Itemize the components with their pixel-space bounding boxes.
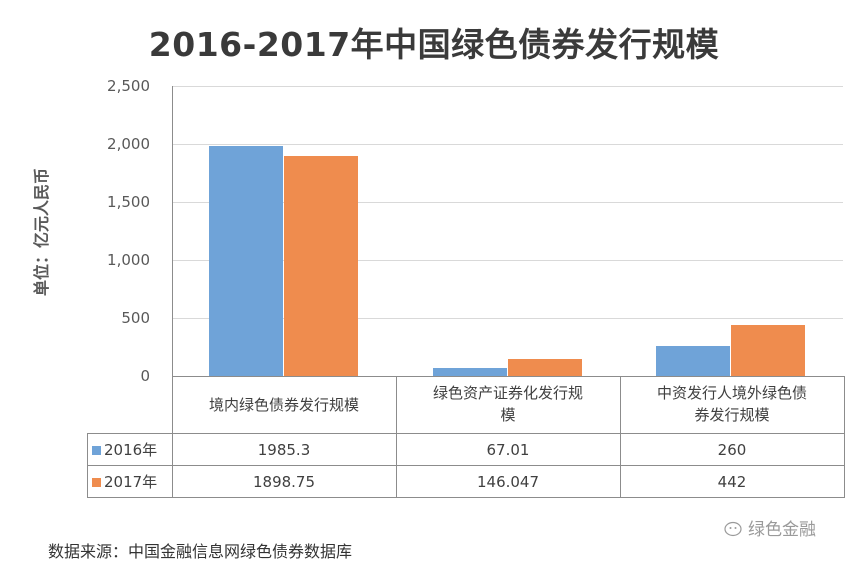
y-tick-label: 2,500 (107, 77, 150, 95)
legend-swatch-2017 (92, 478, 101, 487)
y-tick-label: 1,500 (107, 193, 150, 211)
table-header-row: 境内绿色债券发行规模 绿色资产证券化发行规 模 中资发行人境外绿色债 券发行规模 (87, 376, 845, 434)
category-cell: 中资发行人境外绿色债 券发行规模 (619, 376, 845, 434)
y-axis-label: 单位：亿元人民币 (32, 167, 51, 297)
value-cell: 1985.3 (171, 433, 397, 466)
gridline (172, 202, 843, 203)
value-cell: 442 (619, 465, 845, 498)
y-tick-label: 0 (140, 367, 150, 385)
y-tick-label: 1,000 (107, 251, 150, 269)
table-row: 2016年 1985.3 67.01 260 (87, 433, 845, 466)
y-tick-label: 500 (121, 309, 150, 327)
wechat-icon (724, 521, 742, 536)
legend-2017: 2017年 (87, 465, 173, 498)
value-cell: 1898.75 (171, 465, 397, 498)
bar-2016年-0 (208, 145, 283, 376)
chart-title: 2016-2017年中国绿色债券发行规模 (148, 25, 720, 64)
bar-2017年-0 (283, 155, 358, 376)
watermark: 绿色金融 (722, 515, 816, 540)
table-row: 2017年 1898.75 146.047 442 (87, 465, 845, 498)
gridline (172, 260, 843, 261)
value-cell: 67.01 (395, 433, 621, 466)
gridline (172, 318, 843, 319)
data-source-note: 数据来源：中国金融信息网绿色债券数据库 (48, 542, 353, 561)
legend-swatch-2016 (92, 446, 101, 455)
gridline (172, 144, 843, 145)
value-cell: 260 (619, 433, 845, 466)
bar-2016年-1 (432, 368, 507, 376)
gridline (172, 86, 843, 87)
bar-2017年-1 (507, 359, 582, 376)
bar-2017年-2 (731, 324, 806, 376)
y-tick-label: 2,000 (107, 135, 150, 153)
y-axis-line (172, 86, 173, 376)
bar-2016年-2 (656, 345, 731, 376)
data-table: 境内绿色债券发行规模 绿色资产证券化发行规 模 中资发行人境外绿色债 券发行规模… (87, 376, 845, 498)
category-cell: 绿色资产证券化发行规 模 (395, 376, 621, 434)
legend-2016: 2016年 (87, 433, 173, 466)
category-cell: 境内绿色债券发行规模 (171, 376, 397, 434)
value-cell: 146.047 (395, 465, 621, 498)
